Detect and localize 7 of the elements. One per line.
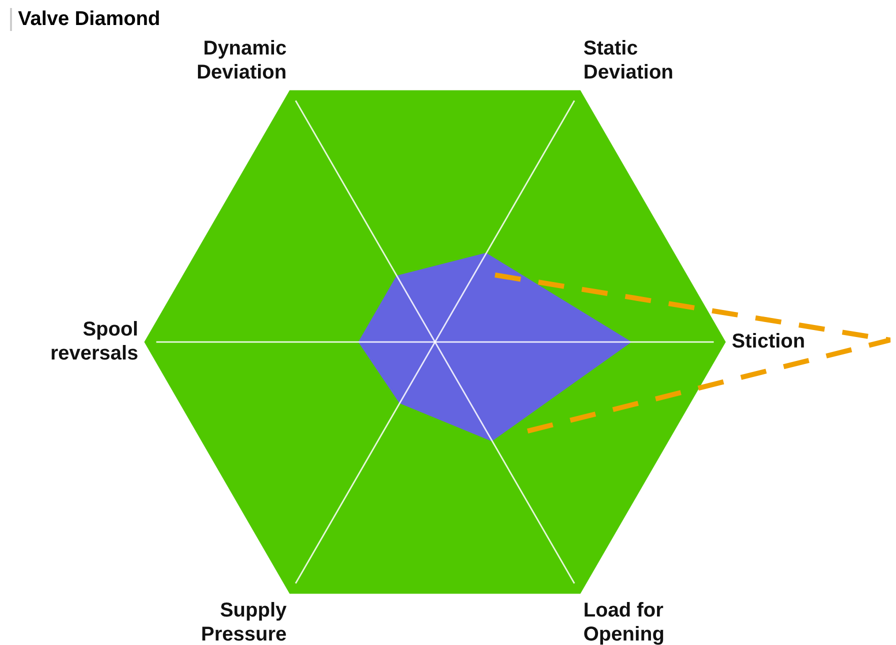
- spoke-label: Stiction: [732, 330, 806, 353]
- spoke-label: Static Deviation: [583, 38, 674, 84]
- chart-title: Valve Diamond: [10, 8, 160, 31]
- spoke-label: Dynamic Deviation: [196, 38, 287, 84]
- spoke-label: Supply Pressure: [200, 600, 288, 645]
- spoke-label: Load for Opening: [583, 600, 664, 645]
- spoke-label: Spool reversals: [50, 318, 138, 365]
